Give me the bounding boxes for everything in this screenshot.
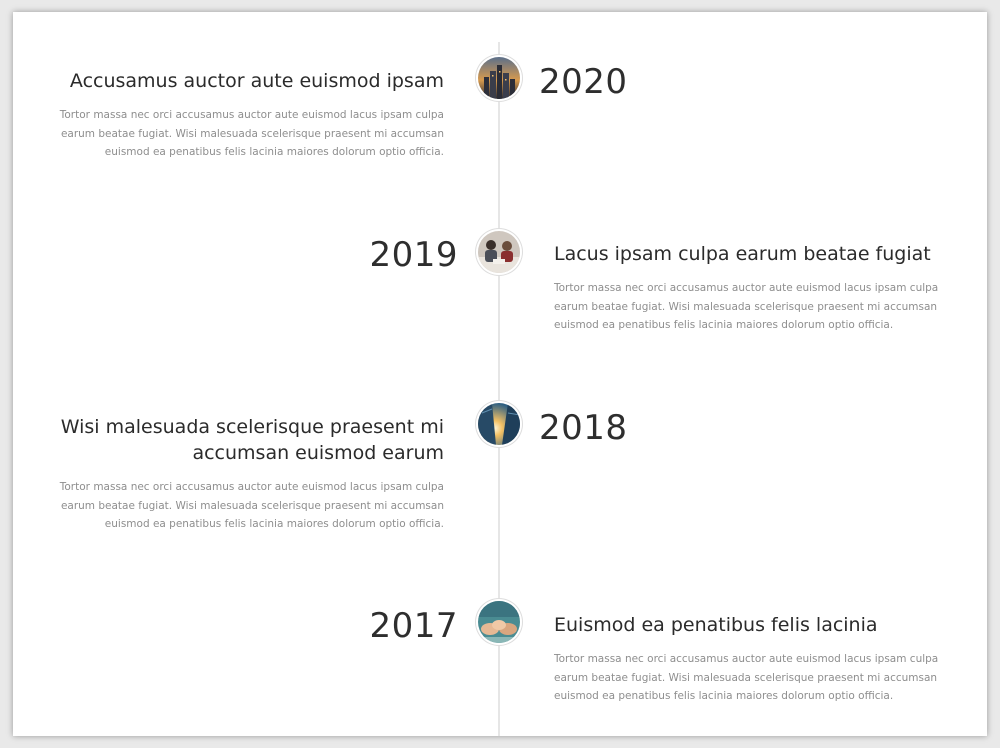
timeline-entry-2017: Euismod ea penatibus felis lacinia Torto… bbox=[554, 612, 940, 706]
timeline-entry-2018: Wisi malesuada scelerisque praesent mi a… bbox=[58, 414, 444, 534]
entry-text: Tortor massa nec orci accusamus auctor a… bbox=[59, 481, 444, 530]
timeline-axis bbox=[498, 42, 500, 736]
entry-title: Lacus ipsam culpa earum beatae fugiat bbox=[554, 243, 931, 265]
entry-text: Tortor massa nec orci accusamus auctor a… bbox=[59, 109, 444, 158]
timeline-entry-2019: Lacus ipsam culpa earum beatae fugiat To… bbox=[554, 241, 940, 335]
timeline-section: Accusamus auctor aute euismod ipsam Tort… bbox=[13, 12, 987, 736]
city-skyline-icon bbox=[478, 57, 520, 99]
skyscraper-sunlight-icon bbox=[478, 403, 520, 445]
year-label: 2020 bbox=[539, 62, 628, 102]
entry-title: Euismod ea penatibus felis lacinia bbox=[554, 614, 878, 636]
timeline-entry-2020: Accusamus auctor aute euismod ipsam Tort… bbox=[58, 68, 444, 162]
team-meeting-icon bbox=[478, 231, 520, 273]
entry-text: Tortor massa nec orci accusamus auctor a… bbox=[554, 653, 939, 702]
entry-title: Wisi malesuada scelerisque praesent mi a… bbox=[60, 416, 444, 464]
entry-text: Tortor massa nec orci accusamus auctor a… bbox=[554, 282, 939, 331]
year-label: 2017 bbox=[369, 606, 458, 646]
year-label: 2018 bbox=[539, 408, 628, 448]
year-label: 2019 bbox=[369, 235, 458, 275]
hands-together-icon bbox=[478, 601, 520, 643]
entry-title: Accusamus auctor aute euismod ipsam bbox=[69, 70, 444, 92]
